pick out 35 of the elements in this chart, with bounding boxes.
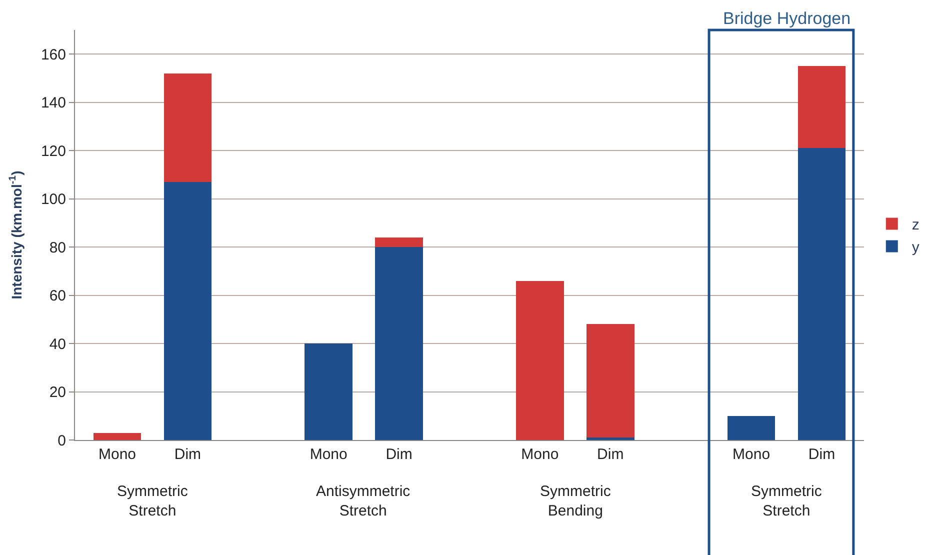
bar [304,344,353,440]
y-tick-label: 120 [40,142,66,160]
y-tick-label: 140 [40,94,66,112]
legend-label: z [912,216,920,234]
text: Symmetric Stretch [117,483,188,520]
y-tick-label: 100 [40,191,66,208]
y-tick-label: 80 [49,239,66,256]
bar [164,73,212,182]
x-tick-label: Mono [310,446,348,463]
bar [93,432,142,440]
x-tick-label: Dim [174,446,202,463]
x-tick-label: Mono [732,446,770,463]
bar [516,280,564,440]
y-tick-label: 160 [40,46,66,64]
bar [375,247,424,440]
text: Symmetric Stretch [751,483,822,520]
x-tick-label: Dim [597,446,624,463]
legend-label: y [912,239,920,256]
text: Bridge Hydrogen [723,9,851,28]
y-tick-label: 0 [58,432,66,450]
text: Antisymmetric Stretch [316,483,411,520]
bar [164,182,212,440]
bar [375,237,424,248]
x-tick-label: Dim [808,446,836,463]
y-tick-label: 20 [49,384,66,402]
text: Symmetric Bending [540,483,612,520]
x-tick-label: Mono [521,446,559,463]
bar [586,324,634,438]
x-tick-label: Mono [98,446,136,463]
y-tick-label: 40 [49,336,66,353]
bar [798,66,846,148]
bar [727,416,776,440]
x-tick-label: Dim [386,446,412,463]
y-tick-label: 60 [49,288,66,305]
bar [798,148,846,440]
